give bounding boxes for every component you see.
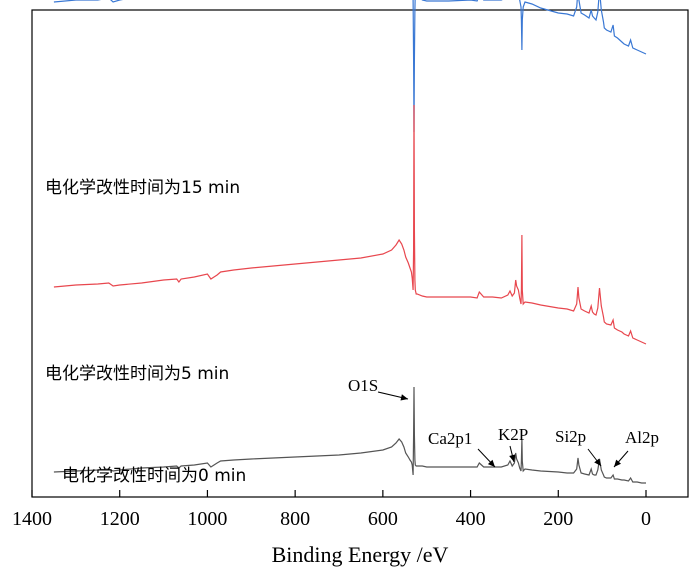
series-lines: [53, 0, 647, 484]
x-tick-label: 1000: [187, 508, 227, 530]
plot-frame: [31, 9, 689, 498]
series-label: 电化学改性时间为15 min: [45, 178, 240, 198]
series-labels: 电化学改性时间为15 min 电化学改性时间为5 min 电化学改性时间为0 min: [45, 178, 246, 486]
x-tick-label: 800: [280, 508, 310, 530]
peak-arrow-head: [594, 458, 601, 466]
x-tick-label: 200: [543, 508, 573, 530]
series-label: 电化学改性时间为5 min: [45, 364, 229, 384]
peak-arrow-head: [400, 394, 408, 401]
x-tick-label: 400: [456, 508, 486, 530]
x-tick-label: 1400: [12, 508, 52, 530]
series-line-电化学改性时间为5-min: [53, 104, 647, 345]
x-axis-ticks: 1400 1200 1000 800 600 400 200 0: [12, 490, 651, 530]
series-line-电化学改性时间为15-min: [53, 0, 647, 133]
peak-label: Si2p: [555, 427, 586, 446]
peak-arrow-head: [509, 454, 516, 462]
x-tick-label: 0: [641, 508, 651, 530]
peak-arrow-head: [614, 459, 621, 467]
peak-label: Al2p: [625, 428, 659, 447]
x-axis-title: Binding Energy /eV: [272, 542, 449, 567]
peak-label: O1S: [348, 376, 378, 395]
peak-annotations: O1S Ca2p1 K2P Si2p Al2p: [348, 376, 659, 468]
peak-label: K2P: [498, 425, 528, 444]
peak-arrow-head: [487, 459, 495, 467]
series-label: 电化学改性时间为0 min: [62, 466, 246, 486]
x-tick-label: 1200: [100, 508, 140, 530]
peak-label: Ca2p1: [428, 429, 472, 448]
x-tick-label: 600: [368, 508, 398, 530]
